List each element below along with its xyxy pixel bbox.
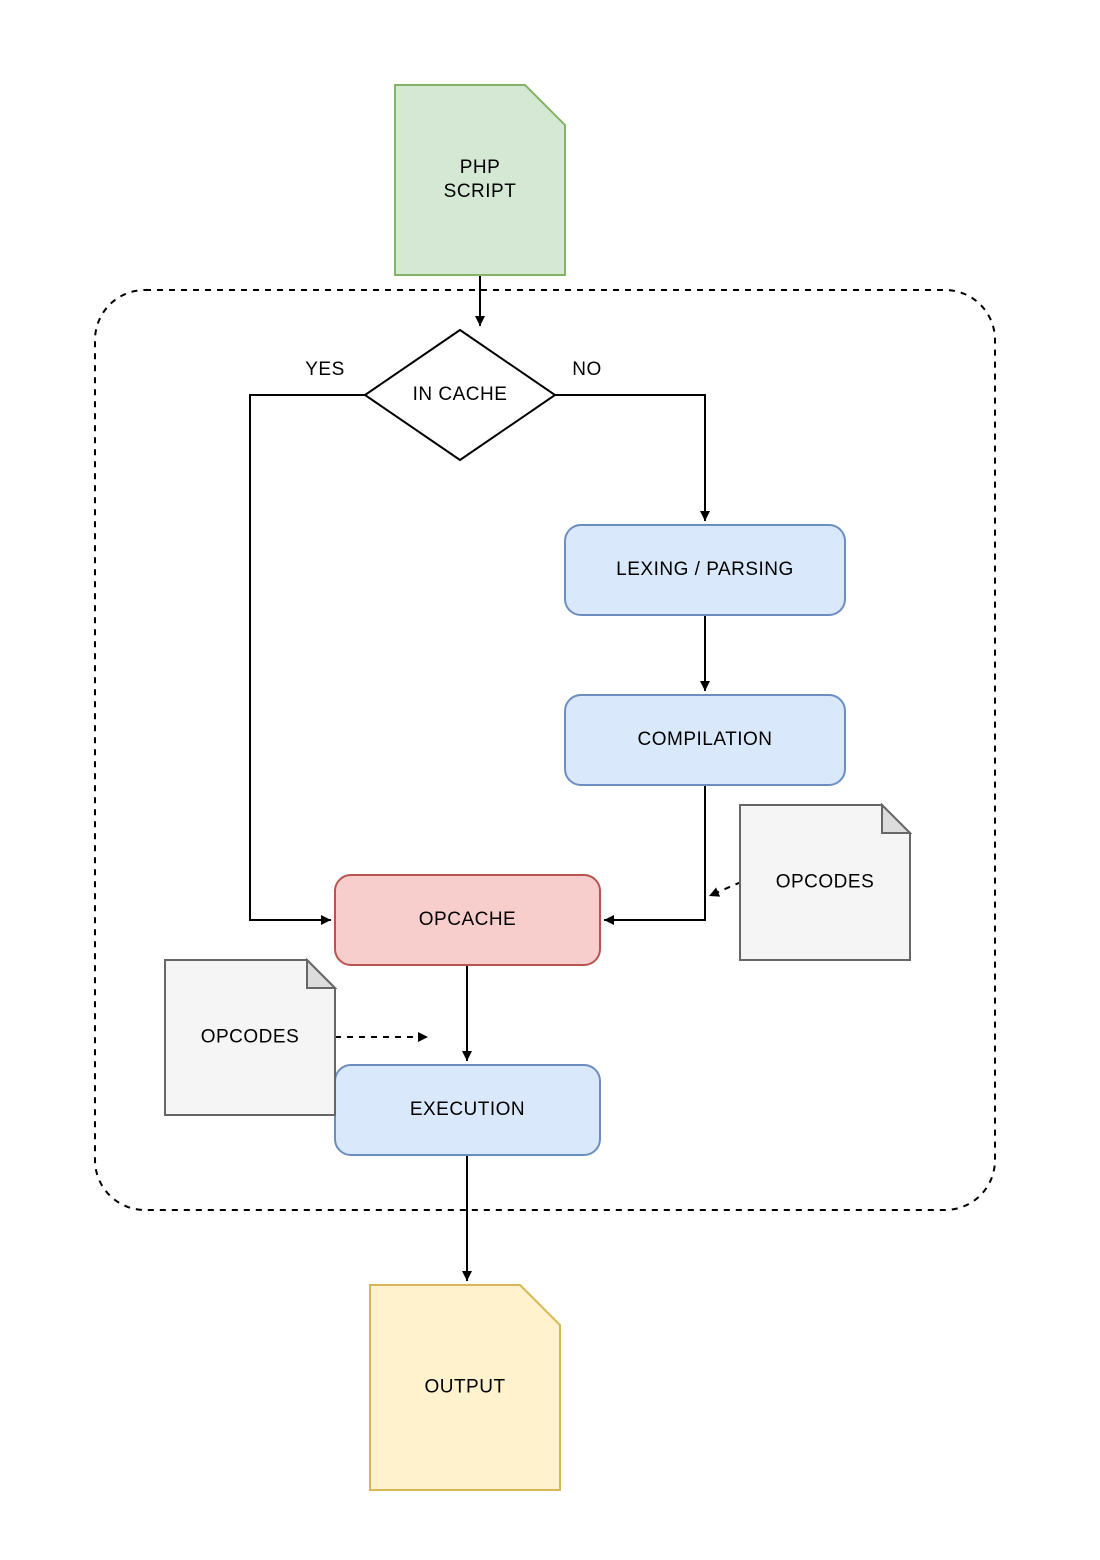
svg-text:COMPILATION: COMPILATION <box>638 729 773 750</box>
node-php_script <box>395 85 565 275</box>
svg-text:EXECUTION: EXECUTION <box>410 1099 525 1120</box>
svg-text:IN CACHE: IN CACHE <box>413 384 508 405</box>
edge-e2_yes <box>250 395 367 920</box>
edge-e3_no <box>555 395 705 521</box>
svg-text:LEXING / PARSING: LEXING / PARSING <box>616 559 794 580</box>
svg-text:SCRIPT: SCRIPT <box>444 181 517 202</box>
edge-e8_dash <box>709 882 741 896</box>
svg-text:OPCACHE: OPCACHE <box>419 909 516 930</box>
edge-e5 <box>604 785 705 920</box>
svg-text:OPCODES: OPCODES <box>201 1027 300 1048</box>
edge-label-e3_no: NO <box>572 359 602 380</box>
edge-label-e2_yes: YES <box>305 359 345 380</box>
svg-text:OPCODES: OPCODES <box>776 872 875 893</box>
svg-text:OUTPUT: OUTPUT <box>424 1377 505 1398</box>
svg-text:PHP: PHP <box>460 157 501 178</box>
